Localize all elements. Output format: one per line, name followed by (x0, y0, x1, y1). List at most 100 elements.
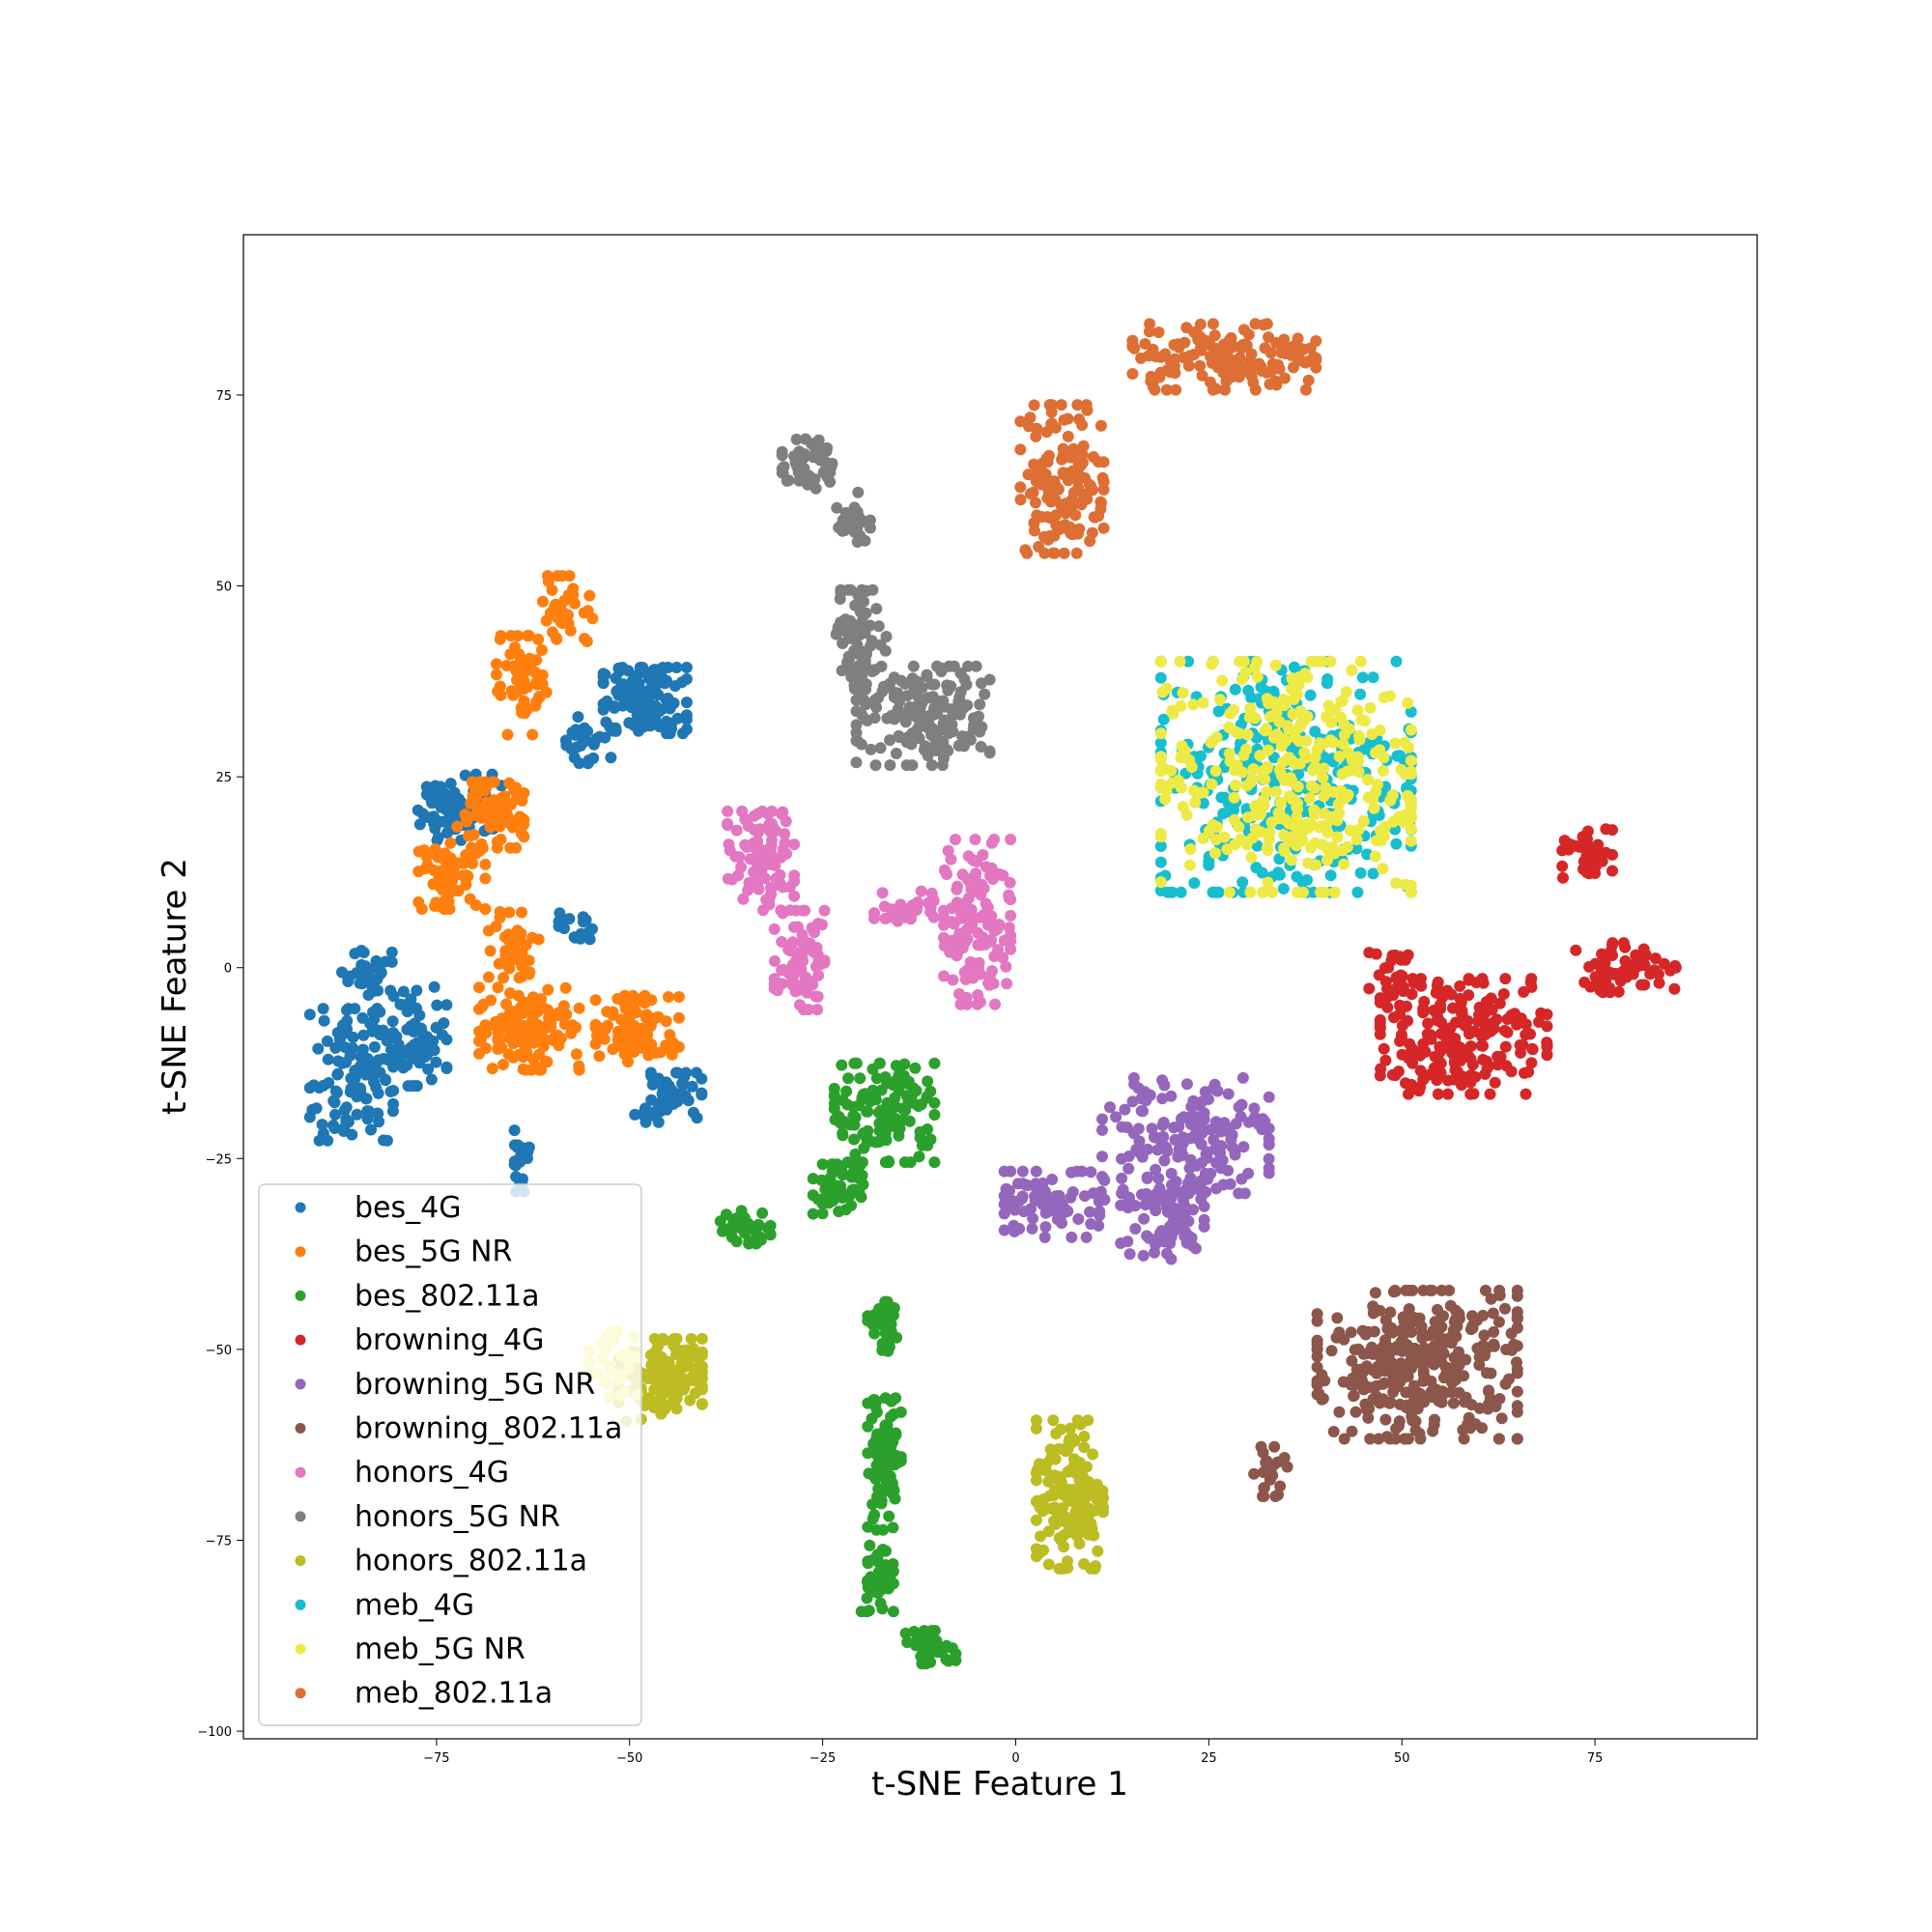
point-browning-4g (1649, 952, 1662, 965)
point-browning-802-11a (1416, 1354, 1429, 1367)
point-bes-4g (676, 1077, 689, 1090)
point-browning-802-11a (1493, 1290, 1506, 1301)
point-bes-5g-nr (589, 994, 602, 1007)
point-honors-4g (906, 899, 919, 912)
point-bes-4g (639, 1116, 652, 1128)
point-browning-4g (1637, 943, 1650, 955)
point-bes-5g-nr (672, 991, 685, 1003)
point-meb-802-11a (1077, 440, 1090, 452)
point-meb-5g-nr (1310, 763, 1322, 776)
point-meb-802-11a (1255, 360, 1267, 373)
point-bes-802-11a (840, 1085, 853, 1097)
point-bes-802-11a (883, 1320, 895, 1332)
legend-marker (295, 1246, 306, 1258)
point-meb-5g-nr (1340, 686, 1352, 698)
point-meb-5g-nr (1278, 699, 1291, 712)
point-bes-5g-nr (642, 1049, 655, 1062)
point-meb-802-11a (1233, 371, 1245, 384)
point-meb-802-11a (1014, 481, 1027, 494)
point-honors-4g (970, 867, 982, 880)
point-browning-802-11a (1367, 1307, 1379, 1320)
point-bes-802-11a (922, 1139, 934, 1151)
point-honors-5g-nr (908, 682, 921, 695)
y-tick-label: 50 (215, 581, 232, 595)
point-meb-5g-nr (1346, 664, 1358, 676)
point-meb-5g-nr (1286, 754, 1298, 767)
point-honors-4g (989, 998, 1001, 1010)
point-bes-802-11a (863, 1575, 875, 1587)
point-meb-802-11a (1152, 327, 1165, 338)
point-honors-4g (964, 956, 977, 968)
point-browning-802-11a (1359, 1328, 1372, 1341)
point-browning-802-11a (1424, 1284, 1436, 1296)
point-meb-5g-nr (1405, 724, 1417, 736)
point-honors-5g-nr (974, 725, 986, 738)
point-bes-4g (327, 1094, 340, 1107)
point-bes-5g-nr (504, 841, 517, 854)
point-browning-802-11a (1511, 1406, 1523, 1418)
point-bes-5g-nr (666, 1048, 678, 1061)
point-honors-802-11a (1065, 1436, 1078, 1449)
point-honors-802-11a (673, 1381, 686, 1394)
point-meb-802-11a (1222, 353, 1235, 365)
point-honors-4g (945, 853, 957, 866)
point-honors-5g-nr (960, 678, 973, 691)
point-honors-4g (790, 904, 803, 917)
point-honors-4g (959, 896, 972, 909)
point-bes-4g (686, 1080, 698, 1093)
point-meb-5g-nr (1402, 696, 1414, 709)
point-bes-4g (397, 1062, 410, 1074)
point-meb-802-11a (1073, 413, 1086, 425)
point-honors-4g (783, 965, 796, 977)
point-meb-5g-nr (1384, 690, 1396, 702)
point-meb-5g-nr (1230, 725, 1242, 738)
point-meb-4g (1242, 684, 1255, 696)
point-meb-5g-nr (1237, 749, 1250, 761)
point-meb-5g-nr (1241, 728, 1254, 741)
point-bes-5g-nr (492, 981, 504, 994)
point-meb-5g-nr (1187, 698, 1200, 711)
point-meb-802-11a (1147, 381, 1159, 393)
point-meb-5g-nr (1335, 696, 1348, 708)
point-honors-4g (958, 966, 971, 979)
point-meb-802-11a (1045, 418, 1058, 430)
point-browning-802-11a (1511, 1385, 1523, 1398)
point-meb-802-11a (1270, 336, 1282, 349)
point-bes-4g (362, 1105, 375, 1118)
point-bes-5g-nr (511, 630, 524, 642)
point-browning-802-11a (1488, 1325, 1500, 1338)
legend-marker (295, 1599, 306, 1610)
point-browning-4g (1581, 833, 1593, 845)
point-bes-5g-nr (552, 570, 564, 582)
point-honors-5g-nr (872, 620, 885, 633)
point-honors-4g (947, 974, 959, 986)
point-bes-5g-nr (506, 821, 519, 834)
point-meb-5g-nr (1318, 790, 1330, 803)
point-bes-5g-nr (552, 1034, 564, 1046)
point-bes-4g (440, 1063, 453, 1074)
point-meb-802-11a (1062, 412, 1074, 425)
point-honors-4g (915, 885, 927, 897)
point-honors-802-11a (685, 1332, 697, 1345)
point-browning-802-11a (1383, 1433, 1396, 1445)
point-browning-5g-nr (1142, 1143, 1154, 1155)
point-browning-5g-nr (1065, 1191, 1077, 1204)
point-bes-5g-nr (554, 616, 567, 628)
point-meb-802-11a (1057, 442, 1069, 455)
point-honors-4g (806, 922, 818, 934)
point-browning-4g (1606, 865, 1618, 877)
point-bes-5g-nr (500, 998, 513, 1010)
point-bes-802-11a (827, 1158, 839, 1171)
point-browning-802-11a (1333, 1406, 1346, 1418)
point-meb-5g-nr (1395, 763, 1407, 776)
point-meb-5g-nr (1262, 876, 1274, 889)
point-bes-802-11a (754, 1234, 767, 1246)
point-bes-5g-nr (486, 1063, 498, 1075)
point-meb-5g-nr (1251, 655, 1264, 668)
point-meb-4g (1324, 869, 1337, 882)
point-bes-5g-nr (480, 1027, 493, 1038)
point-bes-802-11a (861, 1605, 873, 1618)
point-bes-802-11a (856, 1169, 868, 1181)
point-meb-802-11a (1058, 469, 1069, 481)
point-honors-4g (812, 969, 825, 981)
